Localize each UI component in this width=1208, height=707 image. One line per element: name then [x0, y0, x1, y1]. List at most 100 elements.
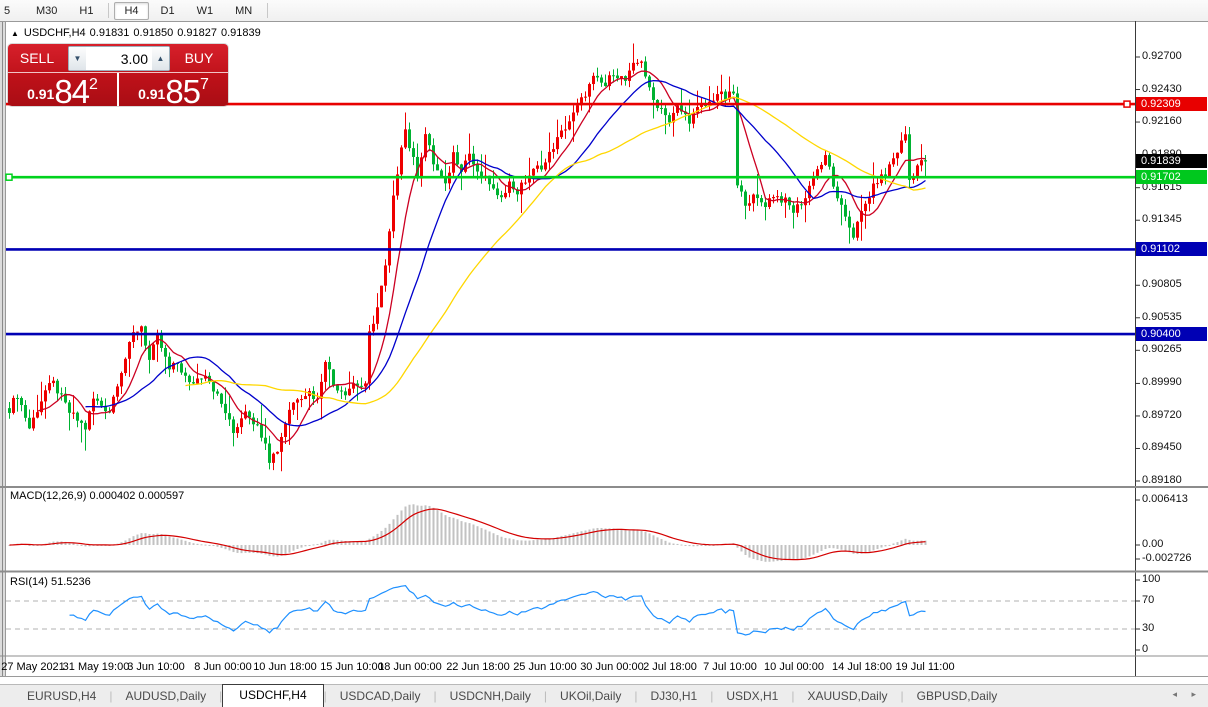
chart-title: ▲ USDCHF,H4 0.91831 0.91850 0.91827 0.91839 [11, 27, 265, 39]
volume-input[interactable] [86, 47, 152, 70]
sell-price-sup: 2 [89, 76, 98, 93]
tab-scroll-arrows[interactable]: ◂ ▸ [1172, 689, 1202, 699]
price-tick-label: 0.92430 [1142, 82, 1182, 95]
collapse-icon[interactable]: ▲ [11, 29, 19, 38]
macd-axis-label: 0.006413 [1142, 493, 1188, 505]
one-click-trading-panel: SELL ▼ ▲ BUY 0.91842 0.91857 [8, 44, 228, 110]
chart-tab-usdcad[interactable]: USDCAD,Daily [339, 689, 421, 703]
bar-open: 0.91831 [89, 27, 130, 39]
tab-separator: | [433, 689, 437, 703]
time-axis-label: 3 Jun 10:00 [127, 661, 185, 673]
timeframe-button-h4[interactable]: H4 [114, 1, 149, 20]
sell-price-prefix: 0.91 [27, 86, 55, 102]
sell-button[interactable]: SELL [19, 50, 55, 66]
sell-price-button[interactable]: 0.91842 [8, 73, 119, 110]
timeframe-button-m30[interactable]: M30 [36, 4, 58, 17]
volume-stepper: ▼ ▲ [68, 46, 170, 71]
timeframe-button-5[interactable]: 5 [4, 4, 11, 17]
chart-tab-eurusd[interactable]: EURUSD,H4 [27, 689, 97, 703]
time-axis-label: 30 Jun 00:00 [580, 661, 644, 673]
toolbar-separator [267, 3, 269, 18]
rsi-series [6, 585, 1135, 636]
rsi-axis-label: 70 [1142, 594, 1155, 606]
rsi-axis-label: 0 [1142, 643, 1149, 655]
timeframe-button-h1[interactable]: H1 [79, 4, 94, 17]
volume-increase-button[interactable]: ▲ [152, 47, 169, 70]
time-axis-label: 7 Jul 10:00 [703, 661, 757, 673]
price-tick-label: 0.90535 [1142, 310, 1182, 323]
buy-price-button[interactable]: 0.91857 [119, 73, 228, 110]
rsi-axis-label: 100 [1142, 573, 1161, 585]
candlestick-series [8, 43, 927, 472]
price-line-badge: 0.90400 [1136, 327, 1207, 342]
macd-signal-line [9, 508, 926, 561]
time-axis-label: 2 Jul 18:00 [643, 661, 697, 673]
tab-separator: | [219, 689, 223, 703]
bar-low: 0.91827 [177, 27, 217, 39]
time-axis-label: 18 Jun 00:00 [378, 661, 442, 673]
time-axis-label: 14 Jul 18:00 [832, 661, 892, 673]
bar-high: 0.91850 [133, 27, 174, 39]
chart-tab-usdchf[interactable]: USDCHF,H4 [222, 684, 324, 707]
chart-tab-bar: EURUSD,H4 | AUDUSD,Daily | USDCHF,H4 | USDCAD,… [0, 684, 1208, 707]
time-axis-label: 10 Jun 18:00 [253, 661, 317, 673]
price-tick-label: 0.89990 [1142, 376, 1182, 389]
sell-price-big: 84 [54, 73, 90, 110]
tab-separator: | [710, 689, 714, 703]
chart-tab-gbpusd[interactable]: GBPUSD,Daily [916, 689, 998, 703]
buy-price-big: 85 [165, 73, 201, 110]
trade-panel-top-row: SELL ▼ ▲ BUY [8, 44, 228, 73]
chart-tab-ukoil[interactable]: UKOil,Daily [560, 689, 622, 703]
time-axis-label: 22 Jun 18:00 [446, 661, 510, 673]
line-handle [5, 173, 13, 181]
price-tick-label: 0.89180 [1142, 473, 1182, 486]
chart-window[interactable]: ▲ USDCHF,H4 0.91831 0.91850 0.91827 0.91839 S… [0, 21, 1208, 677]
volume-decrease-button[interactable]: ▼ [69, 47, 86, 70]
price-tick-label: 0.89450 [1142, 441, 1182, 454]
price-tick-label: 0.90265 [1142, 343, 1182, 356]
chart-tab-dj30[interactable]: DJ30,H1 [650, 689, 698, 703]
time-axis-label: 25 Jun 10:00 [513, 661, 577, 673]
timeframe-button-d1[interactable]: D1 [160, 4, 175, 17]
chart-tab-xauusd[interactable]: XAUUSD,Daily [807, 689, 888, 703]
buy-price-prefix: 0.91 [138, 86, 166, 102]
price-line-badge: 0.91102 [1136, 242, 1207, 257]
line-handle [1123, 100, 1131, 108]
tab-separator: | [791, 689, 795, 703]
buy-button[interactable]: BUY [184, 50, 214, 66]
rsi-indicator-label: RSI(14) 51.5236 [10, 576, 91, 588]
price-line-badge: 0.91702 [1136, 170, 1207, 185]
time-axis-label: 10 Jul 00:00 [764, 661, 824, 673]
tab-separator: | [543, 689, 548, 703]
tab-separator: | [900, 689, 904, 703]
chart-tab-audusd[interactable]: AUDUSD,Daily [125, 689, 207, 703]
time-axis-label: 27 May 2021 [1, 661, 65, 673]
macd-axis-label: 0.00 [1142, 538, 1164, 550]
price-tick-label: 0.91345 [1142, 213, 1182, 226]
tab-separator: | [634, 689, 638, 703]
rsi-axis-label: 30 [1142, 622, 1155, 634]
macd-series [8, 504, 927, 562]
rsi-line [69, 585, 926, 636]
macd-indicator-label: MACD(12,26,9) 0.000402 0.000597 [10, 490, 185, 502]
chart-tab-usdcnh[interactable]: USDCNH,Daily [449, 689, 531, 703]
current-price-badge: 0.91839 [1136, 153, 1207, 168]
bar-close: 0.91839 [220, 27, 261, 39]
chart-tab-usdx[interactable]: USDX,H1 [726, 689, 779, 703]
chart-canvas[interactable] [0, 21, 1208, 707]
price-tick-label: 0.89720 [1142, 408, 1182, 421]
tab-separator: | [323, 689, 327, 703]
time-axis-label: 15 Jun 10:00 [320, 661, 384, 673]
macd-axis-label: -0.002726 [1142, 552, 1192, 564]
toolbar-separator [108, 3, 110, 18]
timeframe-button-mn[interactable]: MN [235, 4, 253, 17]
timeframe-button-w1[interactable]: W1 [196, 4, 214, 17]
price-line-badge: 0.92309 [1136, 97, 1207, 112]
buy-price-sup: 7 [200, 76, 209, 93]
timeframe-toolbar: 5 M30 H1 H4 D1 W1 MN [0, 0, 1208, 22]
chart-symbol: USDCHF,H4 [23, 27, 86, 39]
time-axis-label: 19 Jul 11:00 [895, 661, 955, 673]
tab-separator: | [109, 689, 113, 703]
ma-line-fast [37, 70, 926, 443]
